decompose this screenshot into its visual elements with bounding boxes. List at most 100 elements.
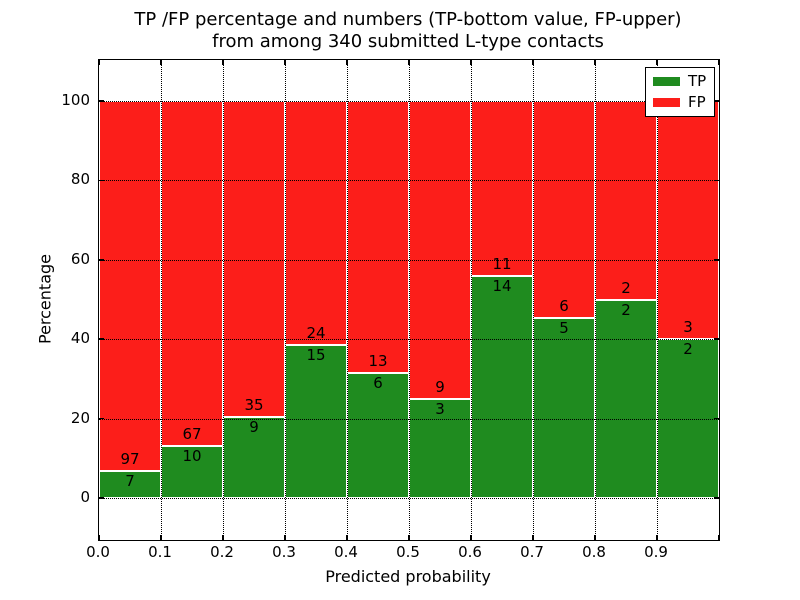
y-tick-mark-right (714, 259, 719, 261)
x-tick-mark (160, 535, 162, 540)
x-tick-mark-top (532, 60, 534, 65)
y-tick-mark (99, 417, 104, 420)
grid-line-vertical (347, 60, 348, 540)
bar-segment-fp (471, 101, 533, 276)
x-tick-mark-top (222, 60, 224, 65)
x-tick-mark (284, 535, 286, 540)
x-tick-mark-top (346, 60, 348, 65)
tp-count-label: 2 (621, 300, 631, 319)
grid-line-vertical (595, 60, 596, 540)
bar-segment-tp (285, 345, 347, 498)
legend-row: FP (653, 95, 707, 110)
x-tick-label: 0.2 (210, 543, 234, 561)
y-tick-mark (99, 100, 104, 102)
fp-count-label: 67 (182, 425, 202, 444)
fp-count-label: 35 (244, 395, 264, 414)
legend-swatch-tp (653, 77, 680, 86)
bar-segment-fp (347, 101, 409, 373)
x-tick-mark-top (284, 60, 286, 65)
x-tick-mark-top (408, 60, 410, 65)
y-tick-label: 60 (70, 249, 90, 268)
grid-line-vertical (657, 60, 658, 540)
bar-segment-fp (285, 101, 347, 346)
grid-line-vertical (409, 60, 410, 540)
bar-segment-tp (533, 317, 595, 498)
bar-segment-tp (657, 339, 719, 498)
bar-segment-tp (595, 299, 657, 498)
x-tick-mark (532, 535, 534, 540)
x-tick-label: 0.5 (396, 543, 420, 561)
bar-segment-tp (347, 372, 409, 498)
x-tick-mark (594, 535, 596, 540)
x-tick-label: 0.1 (148, 543, 172, 561)
tp-count-label: 6 (373, 373, 383, 392)
grid-line-vertical (285, 60, 286, 540)
grid-line-vertical (223, 60, 224, 540)
legend-label: FP (688, 93, 706, 111)
y-tick-mark-right (714, 497, 719, 499)
x-tick-label: 0.7 (520, 543, 544, 561)
bar-segment-tp (223, 416, 285, 498)
grid-line-vertical (471, 60, 472, 540)
plot-area: 97 7 67 10 35 9 24 15 13 6 9 3 11 14 6 5 2 2 3 2 TP FP (98, 59, 720, 541)
tp-count-label: 15 (306, 346, 326, 365)
legend-label: TP (688, 72, 707, 90)
bar-segment-fp (657, 101, 719, 340)
bar-segment-tp (161, 446, 223, 498)
y-tick-mark (99, 338, 104, 340)
legend-row: TP (653, 74, 707, 89)
x-tick-label: 0.8 (582, 543, 606, 561)
y-tick-mark (99, 497, 104, 499)
fp-count-label: 2 (621, 278, 631, 297)
y-tick-label: 40 (70, 329, 90, 348)
chart-title-line1: TP /FP percentage and numbers (TP-bottom… (134, 9, 682, 30)
fp-count-label: 97 (120, 450, 140, 469)
bar-segment-fp (533, 101, 595, 318)
y-tick-label: 20 (70, 408, 90, 427)
x-tick-mark (470, 535, 472, 540)
x-axis-label: Predicted probability (325, 567, 491, 586)
fp-count-label: 3 (683, 318, 693, 337)
tp-count-label: 7 (125, 472, 135, 491)
x-tick-mark-top (594, 60, 596, 65)
x-tick-mark (222, 535, 224, 540)
chart-title-line2: from among 340 submitted L-type contacts (212, 31, 604, 52)
x-tick-mark (718, 535, 720, 540)
y-tick-mark-right (714, 179, 719, 182)
bar-segment-tp (409, 398, 471, 498)
y-tick-label: 0 (80, 488, 90, 506)
x-tick-label: 0.6 (458, 543, 482, 561)
x-tick-mark-top (470, 60, 472, 65)
x-tick-mark (98, 535, 100, 540)
tp-count-label: 2 (683, 340, 693, 359)
x-tick-mark (408, 535, 410, 540)
fp-count-label: 6 (559, 296, 569, 315)
grid-line-vertical (161, 60, 162, 540)
fp-count-label: 24 (306, 324, 326, 343)
x-tick-mark-top (656, 60, 658, 65)
x-tick-mark-top (98, 60, 100, 65)
x-tick-label: 0.4 (334, 543, 358, 561)
x-tick-mark (656, 535, 658, 540)
x-tick-label: 0.3 (272, 543, 296, 561)
bar-segment-fp (161, 101, 223, 447)
tp-count-label: 10 (182, 447, 202, 466)
tp-count-label: 5 (559, 318, 569, 337)
x-tick-mark-top (160, 60, 162, 65)
y-tick-mark-right (714, 338, 719, 340)
bar-segment-fp (99, 101, 161, 472)
y-tick-mark-right (714, 417, 719, 420)
bar-segment-fp (409, 101, 471, 399)
y-tick-label: 100 (61, 91, 90, 109)
y-tick-mark-right (714, 100, 719, 102)
x-tick-label: 0.9 (644, 543, 668, 561)
fp-count-label: 13 (368, 351, 388, 370)
fp-count-label: 11 (492, 254, 512, 273)
bar-segment-fp (595, 101, 657, 300)
bar-segment-tp (99, 471, 161, 498)
y-tick-mark (99, 259, 104, 261)
bar-segment-fp (223, 101, 285, 417)
tp-count-label: 9 (249, 417, 259, 436)
x-tick-mark-top (718, 60, 720, 65)
